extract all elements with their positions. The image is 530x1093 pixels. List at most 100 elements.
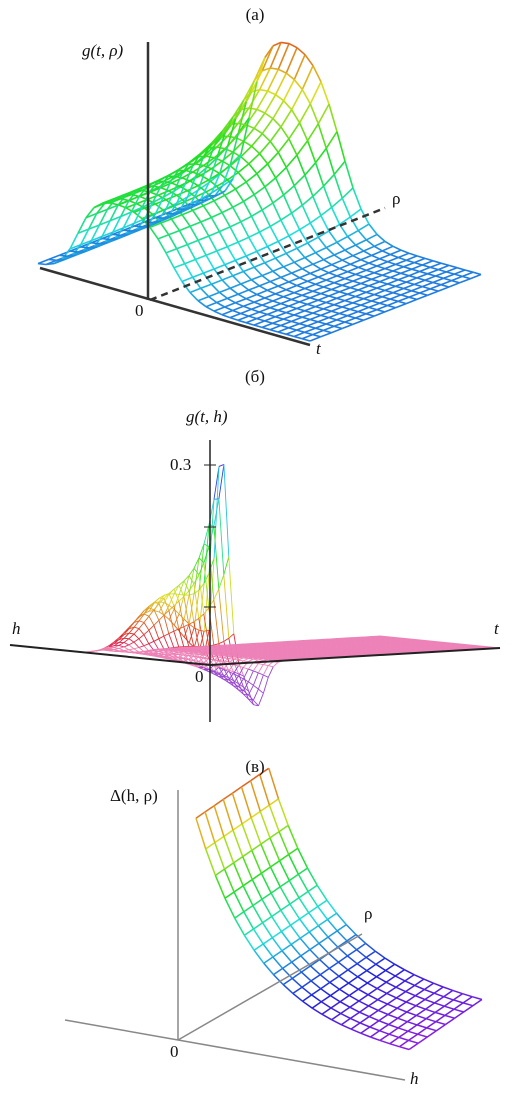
mesh-line xyxy=(176,194,186,203)
mesh-line xyxy=(348,988,359,997)
mesh-line xyxy=(293,185,304,206)
mesh-line xyxy=(243,301,255,308)
mesh-line xyxy=(238,656,244,658)
mesh-line xyxy=(336,131,346,162)
mesh-line xyxy=(37,258,49,265)
mesh-line xyxy=(242,668,249,680)
mesh-line xyxy=(251,274,263,281)
mesh-line xyxy=(366,976,377,984)
mesh-line xyxy=(302,1000,313,1009)
mesh-line xyxy=(203,658,209,664)
mesh-line xyxy=(200,168,212,176)
mesh-line xyxy=(433,982,444,988)
mesh-line xyxy=(399,1045,410,1051)
mesh-line xyxy=(261,270,274,277)
mesh-line xyxy=(349,1011,360,1020)
mesh-line xyxy=(218,654,224,656)
mesh-line xyxy=(325,148,336,175)
mesh-line xyxy=(293,79,303,91)
mesh-line xyxy=(259,811,271,839)
mesh-line xyxy=(298,103,311,124)
mesh-line xyxy=(296,154,306,176)
mesh-line xyxy=(280,109,293,128)
mesh-line xyxy=(237,163,250,174)
mesh-line xyxy=(138,647,145,652)
mesh-line xyxy=(344,244,356,251)
mesh-line xyxy=(405,990,416,997)
mesh-line xyxy=(406,1014,417,1023)
mesh-line xyxy=(301,268,311,275)
mesh-line xyxy=(210,173,221,194)
mesh-line xyxy=(392,270,402,275)
mesh-line xyxy=(69,244,81,250)
mesh-line xyxy=(299,322,308,327)
mesh-line xyxy=(352,280,362,285)
mesh-line xyxy=(152,185,162,203)
mesh-line xyxy=(323,286,332,291)
mesh-line xyxy=(248,698,254,706)
mesh-line xyxy=(317,272,330,278)
mesh-line xyxy=(384,289,394,294)
mesh-line xyxy=(419,266,431,273)
mesh-line xyxy=(261,202,274,211)
mesh-line xyxy=(272,202,282,221)
mesh-line xyxy=(237,319,247,324)
mesh-line xyxy=(357,982,368,990)
mesh-line xyxy=(96,208,108,215)
mesh-line xyxy=(149,222,161,229)
mesh-line xyxy=(205,254,215,270)
mesh-line xyxy=(406,1005,417,1013)
mesh-line xyxy=(258,658,264,661)
mesh-line xyxy=(326,919,338,932)
mesh-line xyxy=(325,279,335,284)
mesh-line xyxy=(329,981,340,990)
mesh-line xyxy=(387,256,399,263)
mesh-line xyxy=(454,273,463,278)
mesh-line xyxy=(228,633,235,639)
mesh-line xyxy=(373,311,386,317)
mesh-line xyxy=(403,261,415,268)
mesh-line xyxy=(240,786,252,818)
mesh-line xyxy=(285,252,295,263)
axis xyxy=(9,644,211,666)
mesh-line xyxy=(416,1014,427,1020)
mesh-line xyxy=(193,652,199,655)
mesh-line xyxy=(424,988,435,994)
mesh-line xyxy=(270,886,281,894)
mesh-line xyxy=(311,1001,322,1009)
mesh-line xyxy=(376,233,386,243)
mesh-line xyxy=(178,628,185,647)
mesh-line xyxy=(250,279,260,287)
mesh-line xyxy=(317,925,329,938)
mesh-line xyxy=(338,975,350,984)
mesh-line xyxy=(241,823,253,851)
mesh-line xyxy=(248,107,258,111)
mesh-line xyxy=(356,956,367,965)
mesh-line xyxy=(184,165,194,185)
mesh-line xyxy=(223,654,229,657)
mesh-line xyxy=(433,992,444,998)
mesh-line xyxy=(188,653,194,657)
mesh-line xyxy=(304,327,316,334)
mesh-line xyxy=(253,704,259,707)
mesh-line xyxy=(143,649,149,652)
mesh-line xyxy=(288,281,298,287)
mesh-line xyxy=(133,207,145,214)
mesh-line xyxy=(288,327,297,331)
mesh-line xyxy=(240,308,252,315)
mesh-line xyxy=(228,655,234,657)
mesh-line xyxy=(443,277,452,282)
mesh-line xyxy=(349,208,362,218)
mesh-line xyxy=(213,194,226,202)
mesh-line xyxy=(232,206,242,223)
mesh-line xyxy=(397,296,410,303)
axis xyxy=(39,266,311,347)
mesh-line xyxy=(221,178,234,187)
mesh-line xyxy=(368,262,378,267)
mesh-line xyxy=(264,94,277,114)
mesh-line xyxy=(85,212,97,219)
mesh-line xyxy=(319,974,331,983)
mesh-line xyxy=(223,658,229,663)
mesh-line xyxy=(253,320,265,326)
mesh-line xyxy=(138,620,145,623)
